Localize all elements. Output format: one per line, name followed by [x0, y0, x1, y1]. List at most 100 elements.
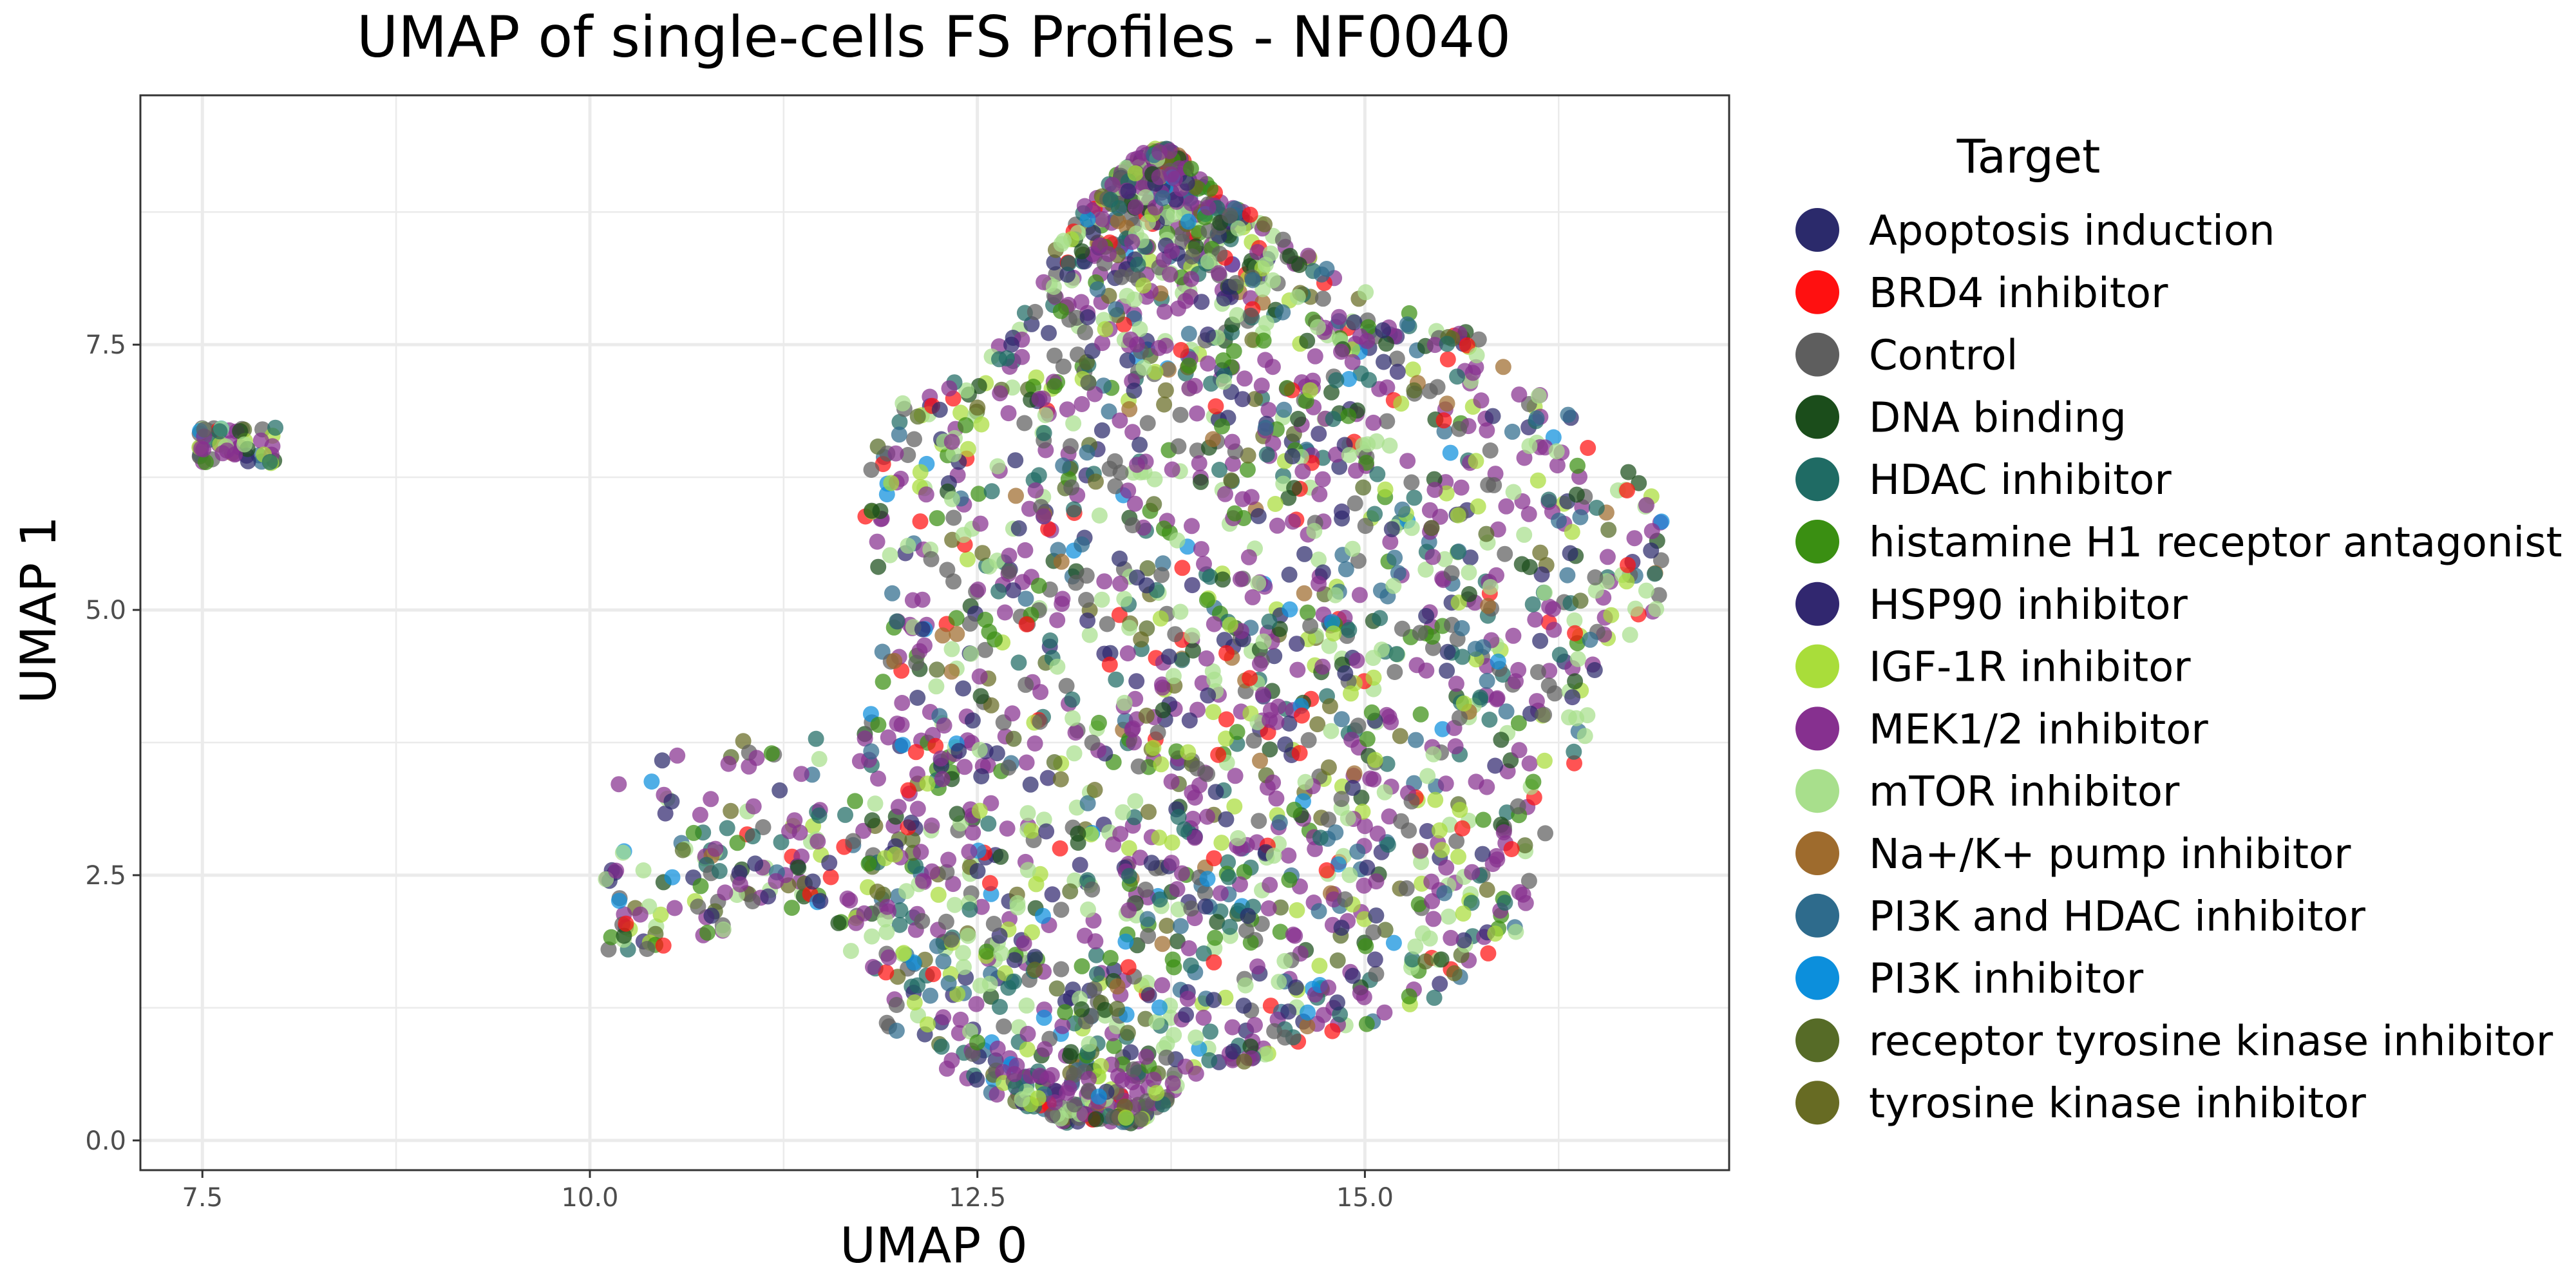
data-point	[955, 527, 972, 544]
data-point	[1257, 352, 1274, 368]
data-point	[1112, 550, 1128, 567]
data-point	[1184, 248, 1200, 265]
data-point	[893, 716, 910, 733]
data-point	[773, 834, 790, 851]
data-point	[971, 741, 988, 758]
data-point	[1116, 694, 1133, 711]
data-point	[1042, 632, 1059, 649]
data-point	[1154, 936, 1171, 952]
data-point	[1390, 565, 1406, 582]
data-point	[614, 844, 631, 861]
data-point	[692, 878, 709, 895]
data-point	[1102, 950, 1119, 966]
data-point	[960, 927, 976, 944]
data-point	[1125, 1061, 1142, 1077]
data-point	[1367, 506, 1383, 522]
data-point	[999, 820, 1016, 837]
data-point	[1276, 401, 1293, 418]
data-point	[1145, 739, 1162, 756]
data-point	[969, 399, 986, 416]
data-point	[890, 799, 907, 815]
data-point	[1296, 585, 1312, 601]
data-point	[1424, 629, 1441, 645]
data-point	[1124, 424, 1141, 440]
data-point	[1407, 938, 1424, 955]
data-point	[600, 941, 617, 958]
data-point	[1446, 965, 1463, 981]
data-point	[1281, 871, 1298, 888]
data-point	[1119, 1025, 1136, 1041]
data-point	[1626, 530, 1643, 547]
data-point	[1510, 715, 1527, 732]
legend-label: PI3K inhibitor	[1869, 956, 2144, 1003]
data-point	[1510, 798, 1526, 815]
data-point	[1130, 758, 1147, 775]
data-point	[1229, 830, 1246, 846]
data-point	[1068, 574, 1084, 591]
data-point	[1132, 321, 1148, 337]
data-point	[1109, 1000, 1126, 1017]
data-point	[1140, 927, 1157, 944]
data-point	[1290, 410, 1307, 427]
data-point	[847, 793, 864, 810]
data-point	[880, 949, 897, 966]
data-point	[1521, 438, 1538, 455]
data-point	[1600, 522, 1617, 538]
chart-title: UMAP of single-cells FS Profiles - NF004…	[357, 4, 1511, 70]
data-point	[1018, 676, 1034, 693]
data-point	[1008, 488, 1024, 504]
data-point	[1018, 616, 1035, 632]
data-point	[1489, 851, 1506, 868]
data-point	[1473, 392, 1490, 409]
data-point	[960, 440, 976, 457]
data-point	[1181, 712, 1198, 729]
data-point	[719, 820, 735, 837]
data-point	[768, 873, 784, 889]
data-point	[930, 886, 947, 903]
data-point	[1126, 495, 1143, 512]
data-point	[1302, 382, 1318, 399]
data-point	[632, 906, 649, 923]
data-point	[1080, 901, 1096, 918]
data-point	[1247, 391, 1264, 408]
data-point	[1180, 940, 1197, 956]
x-tick-label: 7.5	[182, 1183, 223, 1213]
data-point	[1479, 672, 1495, 689]
data-point	[900, 782, 916, 799]
data-point	[1372, 610, 1388, 627]
data-point	[1216, 290, 1233, 307]
data-point	[723, 802, 739, 819]
data-point	[1249, 243, 1266, 260]
data-point	[1016, 415, 1033, 431]
data-point	[1329, 952, 1346, 969]
data-point	[1358, 938, 1374, 954]
data-point	[1622, 627, 1638, 643]
x-axis-ticks: 7.5 10.0 12.5 15.0	[182, 1170, 1394, 1213]
data-point	[1097, 321, 1113, 337]
data-point	[1638, 497, 1655, 513]
data-point	[1173, 342, 1189, 358]
data-point	[1424, 893, 1441, 909]
data-point	[1225, 1043, 1242, 1060]
plot-area	[139, 94, 1730, 1171]
data-point	[1439, 395, 1455, 412]
data-point	[1443, 929, 1459, 946]
data-point	[948, 610, 965, 627]
data-point	[894, 695, 911, 711]
data-point	[1180, 213, 1197, 230]
data-point	[1196, 556, 1212, 573]
data-point	[938, 864, 955, 880]
data-point	[1257, 419, 1274, 436]
data-point	[1000, 759, 1017, 776]
data-point	[804, 873, 821, 890]
data-point	[1236, 1053, 1253, 1070]
data-point	[1146, 496, 1162, 513]
data-point	[1271, 974, 1287, 990]
legend-key	[1795, 644, 1839, 688]
data-point	[1490, 653, 1506, 670]
data-point	[1620, 556, 1636, 573]
data-point	[1426, 482, 1443, 498]
data-point	[965, 824, 981, 841]
data-point	[972, 688, 989, 705]
data-point	[1367, 951, 1383, 968]
